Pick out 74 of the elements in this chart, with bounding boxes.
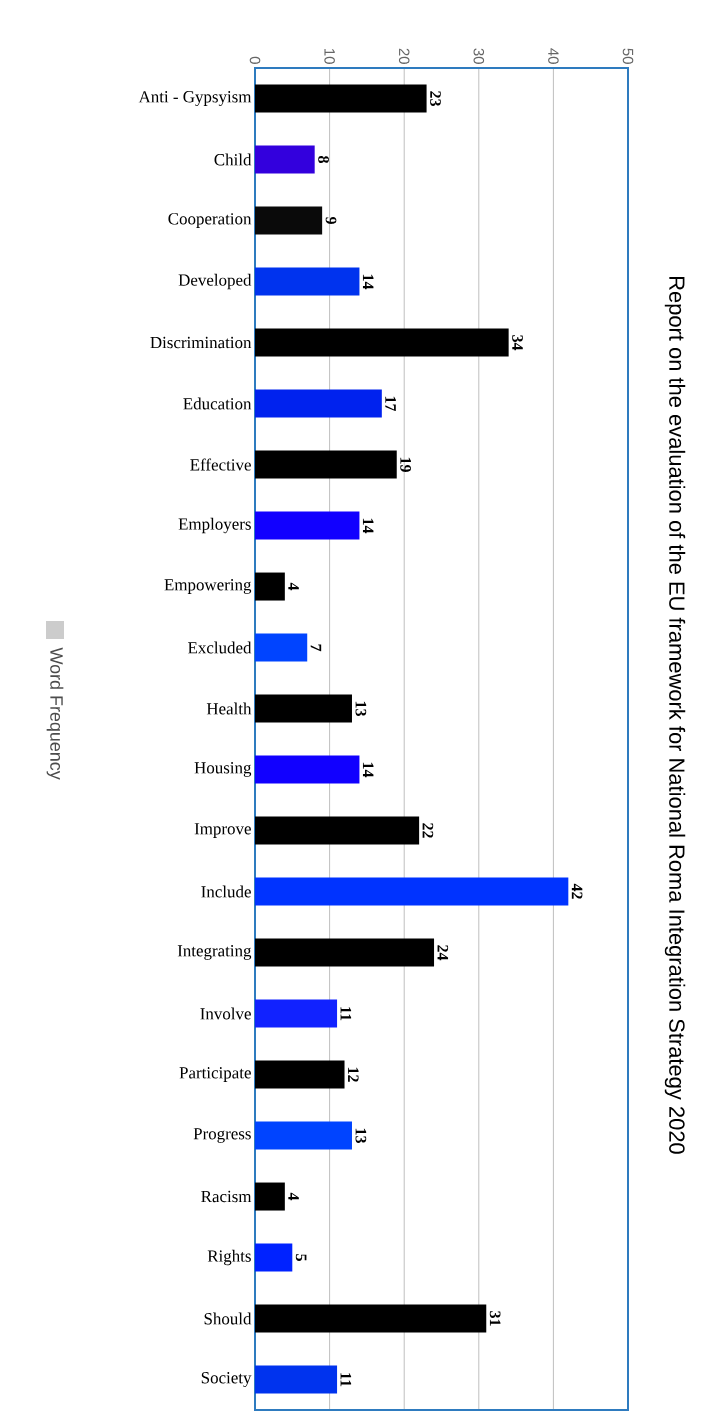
y-tick-label: Progress <box>193 1128 251 1143</box>
y-tick-label: Empowering <box>164 579 252 594</box>
data-label: 19 <box>400 457 411 472</box>
data-label: 13 <box>355 1128 367 1143</box>
bar <box>255 816 420 845</box>
bar <box>255 633 308 662</box>
data-label: 12 <box>348 1067 359 1082</box>
y-tick-label: Racism <box>201 1190 252 1203</box>
bar <box>255 511 360 540</box>
bar <box>255 755 360 784</box>
data-label: 7 <box>310 644 322 652</box>
y-tick-label: Rights <box>207 1249 251 1266</box>
data-label: 14 <box>362 274 374 290</box>
bar <box>255 389 382 418</box>
data-label: 14 <box>362 518 374 534</box>
x-tick-label: 20 <box>398 48 410 64</box>
bar <box>255 1365 338 1394</box>
y-tick-label: Include <box>201 885 251 898</box>
bar <box>255 572 285 601</box>
bar <box>255 877 569 906</box>
bar <box>255 1304 487 1333</box>
data-label: 5 <box>295 1254 307 1261</box>
data-label: 22 <box>422 823 434 838</box>
data-label: 34 <box>512 335 523 351</box>
bar <box>255 267 360 296</box>
bar <box>255 84 427 113</box>
bar <box>255 1121 352 1150</box>
y-tick-label: Involve <box>200 1007 251 1020</box>
data-label: 11 <box>340 1007 352 1021</box>
y-tick-label: Cooperation <box>168 213 252 228</box>
text: Word Frequency <box>46 647 64 780</box>
bar <box>255 1243 293 1272</box>
y-tick-label: Improve <box>194 823 251 838</box>
y-tick-label: Participate <box>179 1067 251 1082</box>
data-label: 42 <box>571 883 583 899</box>
data-label: 9 <box>325 217 337 224</box>
y-tick-label: Anti - Gypsyism <box>138 91 252 106</box>
data-label: 23 <box>430 91 441 106</box>
bar <box>255 694 352 723</box>
text: Report on the evaluation of the EU framework for National Roma Integration Strategy 2020 <box>664 276 686 1154</box>
bar <box>255 206 323 235</box>
x-tick-label: 50 <box>622 48 634 64</box>
y-tick-label: Discrimination <box>150 336 252 349</box>
bar <box>255 1182 285 1211</box>
y-tick-label: Developed <box>178 273 252 290</box>
y-tick-label: Integrating <box>177 945 252 960</box>
x-tick-label: 40 <box>548 48 559 64</box>
data-label: 24 <box>437 945 449 961</box>
data-label: 17 <box>385 396 396 412</box>
bar <box>255 938 435 967</box>
y-tick-label: Child <box>214 153 252 166</box>
data-label: 11 <box>340 1373 352 1387</box>
bar <box>255 1060 345 1089</box>
y-tick-label: Should <box>204 1312 252 1325</box>
x-tick-label: 30 <box>473 48 485 64</box>
data-label: 31 <box>489 1311 501 1326</box>
data-label: 14 <box>362 762 374 778</box>
y-tick-label: Housing <box>194 762 252 777</box>
bar <box>255 145 315 174</box>
y-tick-label: Employers <box>178 517 251 534</box>
bar <box>255 999 338 1028</box>
y-tick-label: Education <box>183 397 252 410</box>
y-tick-label: Effective <box>190 458 251 471</box>
data-label: 4 <box>288 1192 299 1201</box>
y-tick-label: Excluded <box>188 641 252 654</box>
y-tick-label: Health <box>206 702 252 715</box>
data-label: 8 <box>318 156 329 163</box>
bar <box>255 450 397 479</box>
y-tick-label: Society <box>201 1372 252 1387</box>
data-label: 13 <box>355 701 367 716</box>
x-tick-label: 10 <box>324 49 335 64</box>
bar <box>255 328 509 357</box>
x-tick-label: 0 <box>249 56 261 64</box>
data-label: 4 <box>288 582 299 591</box>
